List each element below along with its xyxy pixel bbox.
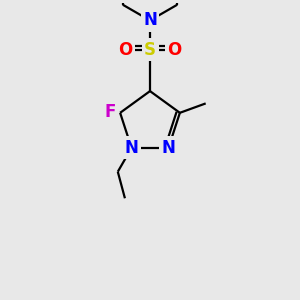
Text: O: O [167, 41, 182, 59]
Text: S: S [144, 41, 156, 59]
Text: N: N [143, 11, 157, 29]
Text: N: N [161, 139, 176, 157]
Text: O: O [118, 41, 133, 59]
Text: F: F [105, 103, 116, 121]
Text: N: N [124, 139, 139, 157]
